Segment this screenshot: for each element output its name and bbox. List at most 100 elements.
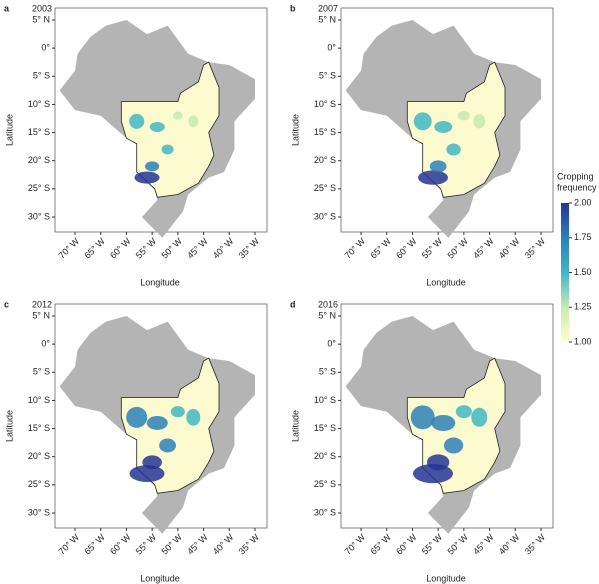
cropping-patch	[457, 110, 470, 121]
cropping-patch	[142, 455, 162, 470]
y-tick-label: 5° S	[33, 71, 50, 81]
cropping-patch	[434, 120, 453, 133]
x-tick-label: 65° W	[82, 532, 107, 557]
y-tick-label: 30° S	[28, 211, 50, 221]
x-tick-label: 50° W	[159, 532, 184, 557]
x-tick-label: 35° W	[523, 532, 548, 557]
panel-year: 2012	[32, 299, 52, 309]
y-tick-label: 5° S	[319, 71, 336, 81]
x-tick-label: 55° W	[420, 532, 445, 557]
cropping-patch	[129, 113, 145, 129]
y-tick-label: 5° S	[33, 367, 50, 377]
x-axis-title: Longitude	[426, 277, 466, 287]
x-tick-label: 45° W	[185, 532, 210, 557]
x-tick-label: 40° W	[497, 236, 522, 261]
x-tick-label: 55° W	[420, 236, 445, 261]
cropping-patch	[429, 160, 447, 173]
cropping-patch	[443, 437, 464, 454]
x-tick-label: 40° W	[211, 532, 236, 557]
x-tick-label: 35° W	[237, 532, 262, 557]
colorbar-tick-label: 1.50	[574, 267, 592, 277]
colorbar-tick-label: 1.25	[574, 302, 592, 312]
colorbar-tick-label: 2.00	[574, 197, 592, 207]
x-tick-label: 50° W	[445, 236, 470, 261]
y-tick-label: 5° N	[318, 14, 336, 24]
cropping-patch	[446, 143, 461, 156]
x-tick-label: 50° W	[445, 532, 470, 557]
x-axis-title: Longitude	[426, 573, 466, 583]
y-axis-title: Latitude	[290, 114, 300, 146]
y-tick-label: 20° S	[28, 155, 50, 165]
legend-title: Cropping	[557, 171, 594, 181]
y-tick-label: 30° S	[314, 211, 336, 221]
cropping-patch	[134, 171, 160, 184]
colorbar-tick-label: 1.00	[574, 336, 592, 346]
cropping-patch	[455, 405, 472, 419]
y-axis-title: Latitude	[4, 410, 14, 442]
x-tick-label: 60° W	[394, 532, 419, 557]
x-axis-title: Longitude	[140, 277, 180, 287]
x-tick-label: 65° W	[368, 532, 393, 557]
panel-year: 2016	[318, 299, 338, 309]
x-tick-label: 70° W	[57, 236, 82, 261]
y-tick-label: 5° S	[319, 367, 336, 377]
study-region	[120, 61, 220, 198]
cropping-patch	[413, 112, 432, 131]
x-tick-label: 70° W	[343, 236, 368, 261]
cropping-patch	[149, 121, 165, 132]
cropping-patch	[129, 465, 165, 482]
cropping-patch	[471, 407, 488, 427]
y-tick-label: 10° S	[28, 395, 50, 405]
panel-letter: c	[4, 299, 9, 309]
y-tick-label: 0°	[327, 339, 336, 349]
y-axis-title: Latitude	[4, 114, 14, 146]
x-tick-label: 65° W	[368, 236, 393, 261]
y-tick-label: 20° S	[314, 451, 336, 461]
y-tick-label: 30° S	[28, 507, 50, 517]
cropping-patch	[126, 406, 148, 428]
panel-year: 2003	[32, 3, 52, 13]
panel-letter: b	[290, 3, 296, 13]
y-tick-label: 25° S	[28, 479, 50, 489]
x-tick-label: 40° W	[497, 532, 522, 557]
x-tick-label: 40° W	[211, 236, 236, 261]
x-tick-label: 70° W	[343, 532, 368, 557]
y-tick-label: 15° S	[314, 127, 336, 137]
x-tick-label: 65° W	[82, 236, 107, 261]
x-tick-label: 50° W	[159, 236, 184, 261]
y-tick-label: 10° S	[28, 99, 50, 109]
x-tick-label: 45° W	[471, 236, 496, 261]
panel-letter: a	[4, 3, 10, 13]
x-axis-title: Longitude	[140, 573, 180, 583]
x-tick-label: 45° W	[185, 236, 210, 261]
y-tick-label: 20° S	[28, 451, 50, 461]
y-tick-label: 10° S	[314, 99, 336, 109]
cropping-patch	[473, 114, 486, 129]
x-tick-label: 35° W	[237, 236, 262, 261]
y-axis-title: Latitude	[290, 410, 300, 442]
y-tick-label: 25° S	[314, 479, 336, 489]
cropping-patch	[170, 406, 185, 418]
y-tick-label: 10° S	[314, 395, 336, 405]
x-tick-label: 55° W	[134, 532, 159, 557]
y-tick-label: 0°	[327, 43, 336, 53]
cropping-patch	[431, 414, 456, 431]
cropping-patch	[410, 405, 435, 430]
cropping-patch	[186, 408, 201, 426]
y-tick-label: 5° N	[318, 310, 336, 320]
x-tick-label: 55° W	[134, 236, 159, 261]
cropping-patch	[161, 144, 174, 155]
cropping-patch	[159, 438, 176, 453]
cropping-patch	[418, 170, 448, 185]
y-tick-label: 15° S	[28, 127, 50, 137]
y-tick-label: 0°	[41, 43, 50, 53]
x-tick-label: 45° W	[471, 532, 496, 557]
y-tick-label: 5° N	[32, 310, 50, 320]
cropping-patch	[188, 115, 199, 128]
x-tick-label: 70° W	[57, 532, 82, 557]
panel-letter: d	[290, 299, 296, 309]
y-tick-label: 0°	[41, 339, 50, 349]
y-tick-label: 25° S	[28, 183, 50, 193]
